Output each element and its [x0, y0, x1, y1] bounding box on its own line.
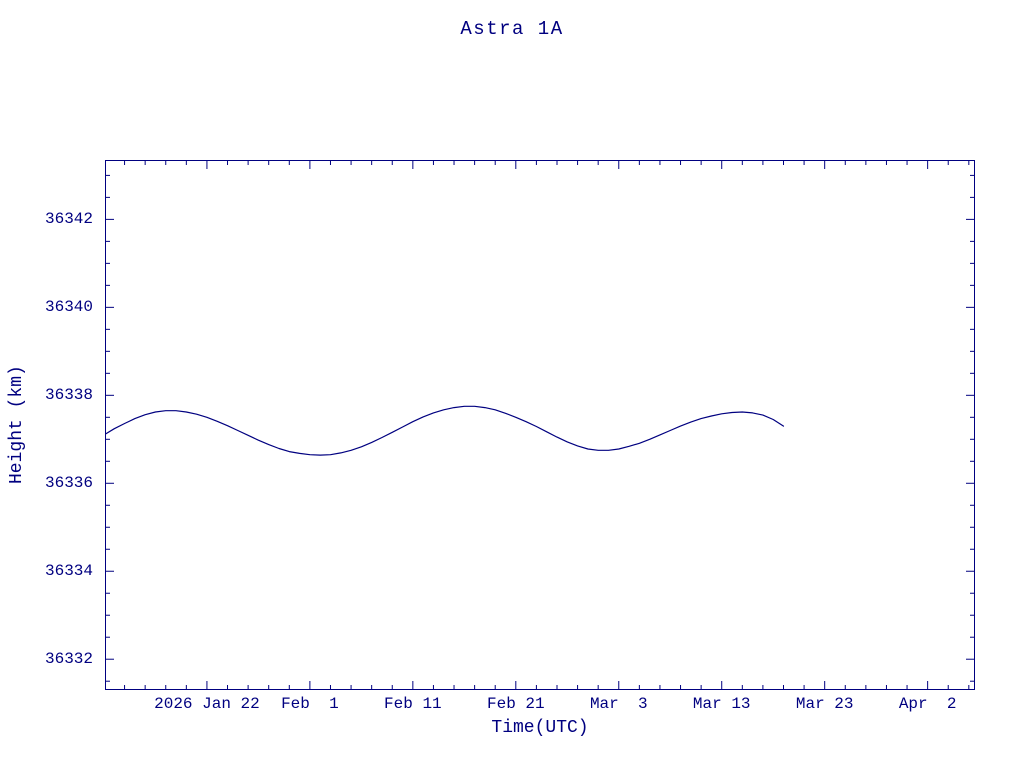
x-tick-label: Apr 2 — [898, 695, 957, 713]
y-tick-label: 36336 — [44, 474, 93, 493]
axis-ticks — [106, 161, 974, 689]
chart-title: Astra 1A — [460, 18, 564, 40]
x-tick-label: 2026 Jan 22 — [154, 695, 260, 713]
y-axis-tick-labels: 36332 36334 36336 36338 36340 36342 — [0, 0, 97, 768]
x-tick-label: Mar 23 — [795, 695, 854, 713]
height-curve — [105, 405, 785, 456]
x-axis-tick-labels: 2026 Jan 22 Feb 1 Feb 11 Feb 21 Mar 3 Mar 13 M… — [0, 695, 1024, 717]
plot-area — [105, 160, 975, 690]
axis-frame — [105, 160, 975, 690]
x-tick-label: Feb 11 — [384, 695, 442, 713]
y-tick-label: 36332 — [44, 650, 93, 669]
x-tick-label: Feb 21 — [486, 695, 545, 713]
x-tick-label: Mar 13 — [692, 695, 751, 713]
x-axis-label: Time(UTC) — [491, 718, 589, 738]
x-tick-label: Mar 3 — [589, 695, 648, 713]
y-tick-label: 36334 — [44, 562, 93, 581]
y-tick-label: 36340 — [44, 298, 93, 317]
y-tick-label: 36342 — [44, 210, 93, 229]
x-tick-label: Feb 1 — [281, 695, 339, 713]
y-tick-label: 36338 — [44, 386, 93, 405]
